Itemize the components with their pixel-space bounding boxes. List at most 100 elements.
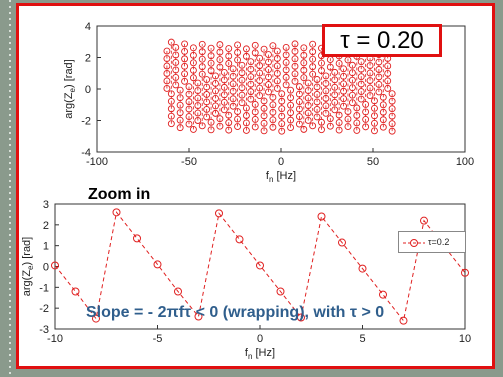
top-data-point [234,108,242,116]
top-x-tick-label: 50 [367,156,379,168]
top-data-point [375,88,383,96]
top-data-point [172,66,180,74]
top-data-point [229,72,237,80]
top-data-point [225,45,233,52]
top-data-point [225,126,233,134]
top-data-point [212,79,219,87]
top-data-point [212,94,219,102]
top-data-point [207,67,215,75]
top-data-point [167,112,175,120]
top-data-point [322,72,330,80]
top-data-point [348,84,356,92]
top-data-point [295,113,303,121]
top-y-tick-label: -4 [81,147,91,159]
top-y-tick-label: -2 [81,116,91,128]
top-data-point [256,92,264,99]
top-data-point [194,102,202,109]
top-data-point [181,62,189,70]
top-data-point [163,62,171,70]
top-data-point [388,90,396,98]
top-data-point [340,95,348,103]
top-data-point [282,51,290,59]
top-data-point [260,45,268,53]
top-data-point [194,109,202,117]
top-data-point [379,123,387,131]
bottom-y-tick-label: 1 [43,241,49,253]
top-data-point [326,63,334,71]
top-data-point [265,51,272,59]
top-data-point [234,115,242,123]
top-data-point [176,86,184,94]
top-data-point [335,126,343,134]
top-data-point [216,48,224,56]
top-data-point [260,127,268,135]
top-data-point [247,73,255,81]
top-data-point [287,94,295,102]
top-data-point [251,123,259,131]
top-data-point [216,122,224,130]
top-data-point [388,127,396,135]
legend-swatch-svg [403,239,425,247]
top-data-point [375,81,383,88]
top-data-point [388,112,396,120]
top-data-point [318,118,325,126]
top-x-tick-label: 100 [456,156,474,168]
top-data-point [304,79,312,87]
top-data-point [229,80,237,88]
top-data-point [260,104,268,112]
top-data-point [265,88,272,96]
top-data-point [189,66,197,74]
top-data-point [247,80,255,88]
top-data-point [287,86,295,94]
top-data-point [273,62,281,70]
top-data-point [335,111,343,119]
top-data-point [278,127,286,135]
top-data-point [273,70,281,77]
top-data-point [371,97,378,105]
top-data-point [357,95,365,103]
top-data-point [256,69,264,77]
top-data-point [256,84,264,92]
top-data-point [256,54,264,62]
top-data-point [371,112,378,120]
top-x-tick-label: -100 [86,156,108,168]
top-data-point [238,99,246,107]
top-data-point [300,74,308,82]
top-data-point [291,47,299,55]
top-data-point [282,58,290,66]
top-data-point [212,87,219,95]
top-data-point [198,55,206,63]
top-data-point [189,51,197,59]
top-data-point [313,105,321,113]
top-data-point [340,65,348,73]
top-data-point [172,51,180,59]
top-data-point [379,116,387,124]
top-data-point [207,126,215,134]
top-data-point [185,120,193,128]
top-data-point [287,124,295,132]
top-data-point [242,112,250,119]
top-data-point [273,77,281,85]
top-data-point [176,116,184,124]
top-data-point [313,98,321,106]
bottom-x-tick-label: 5 [359,333,365,345]
bottom-data-point [133,234,141,243]
top-data-point [251,108,259,116]
top-data-point [348,61,356,69]
left-dotted-border [9,0,11,377]
top-data-point [322,79,330,87]
bottom-data-point [153,260,162,269]
slope-annotation: Slope = - 2πfτ < 0 (wrapping), with τ > … [86,304,385,321]
top-data-point [331,98,339,106]
top-data-point [163,77,171,85]
top-data-point [220,76,228,84]
top-data-point [348,76,356,84]
top-data-point [353,112,361,119]
top-data-point [251,115,259,123]
top-data-point [335,119,343,127]
top-data-point [366,84,374,92]
top-data-point [260,119,268,127]
top-data-point [291,40,299,48]
top-data-point [247,95,255,103]
top-data-point [295,120,303,128]
